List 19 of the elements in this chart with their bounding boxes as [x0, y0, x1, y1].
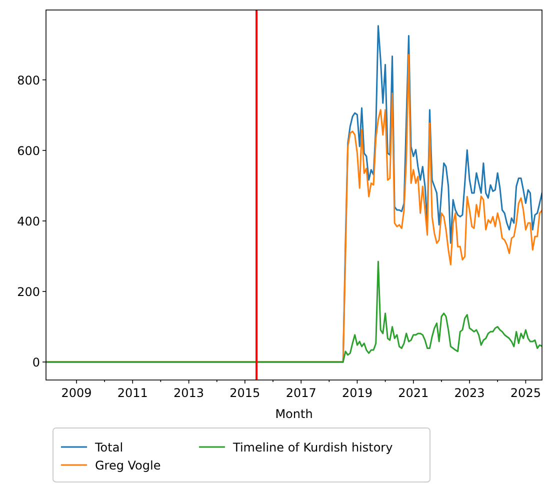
x-tick-label: 2013	[174, 386, 204, 400]
x-tick-label: 2015	[230, 386, 260, 400]
line-series	[46, 260, 542, 363]
x-tick-label: 2011	[117, 386, 148, 400]
legend-label: Greg Vogle	[95, 458, 161, 472]
x-axis-title: Month	[275, 407, 313, 421]
x-tick-label: 2023	[454, 386, 485, 400]
x-tick-label: 2017	[286, 386, 316, 400]
x-tick-label: 2025	[510, 386, 541, 400]
y-tick-label: 0	[32, 356, 40, 370]
legend-label: Timeline of Kurdish history	[232, 440, 393, 454]
y-tick-label: 200	[17, 284, 40, 299]
legend-label: Total	[94, 440, 124, 454]
x-tick-label: 2019	[342, 386, 372, 400]
y-tick-label: 600	[17, 144, 40, 158]
x-tick-label: 2009	[61, 386, 92, 400]
x-tick-label: 2021	[398, 386, 429, 400]
y-tick-label: 400	[17, 214, 40, 228]
y-tick-label: 800	[17, 73, 40, 88]
